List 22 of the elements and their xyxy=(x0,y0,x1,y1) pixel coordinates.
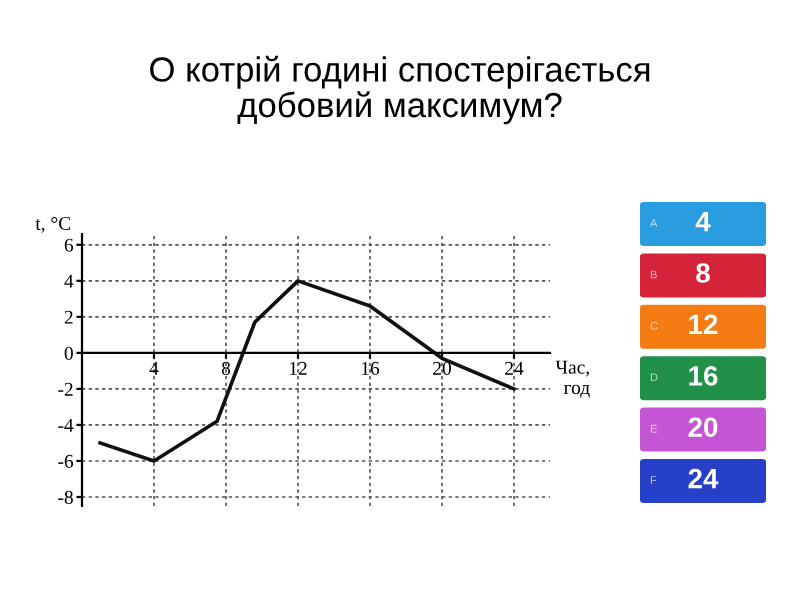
chart-title: О котрій годині спостерігається добовий максимум? xyxy=(150,55,650,125)
y-tick-label: 4 xyxy=(64,274,74,288)
text: 12 xyxy=(689,314,718,334)
x-axis-title: Час, год xyxy=(555,360,590,398)
x-tick-label: 12 xyxy=(289,361,307,375)
x-tick-label: 16 xyxy=(361,361,380,375)
x-tick-label: 24 xyxy=(505,361,524,375)
y-tick-label: 0 xyxy=(64,346,73,360)
y-tick-label: -6 xyxy=(58,454,74,468)
y-tick-label: 6 xyxy=(64,238,74,252)
y-axis-title: t, °C xyxy=(35,216,71,233)
text: 4 xyxy=(695,212,711,232)
text: 24 xyxy=(688,468,719,489)
x-tick-label: 20 xyxy=(433,361,451,375)
y-tick-label: -4 xyxy=(58,418,74,432)
text: 20 xyxy=(688,417,718,438)
x-tick-label: 8 xyxy=(221,361,231,375)
y-tick-label: -2 xyxy=(58,382,73,396)
x-tick-label: 4 xyxy=(149,361,159,375)
y-tick-label: 2 xyxy=(64,310,73,324)
y-tick-label: -8 xyxy=(58,490,73,504)
text: 8 xyxy=(696,263,710,283)
